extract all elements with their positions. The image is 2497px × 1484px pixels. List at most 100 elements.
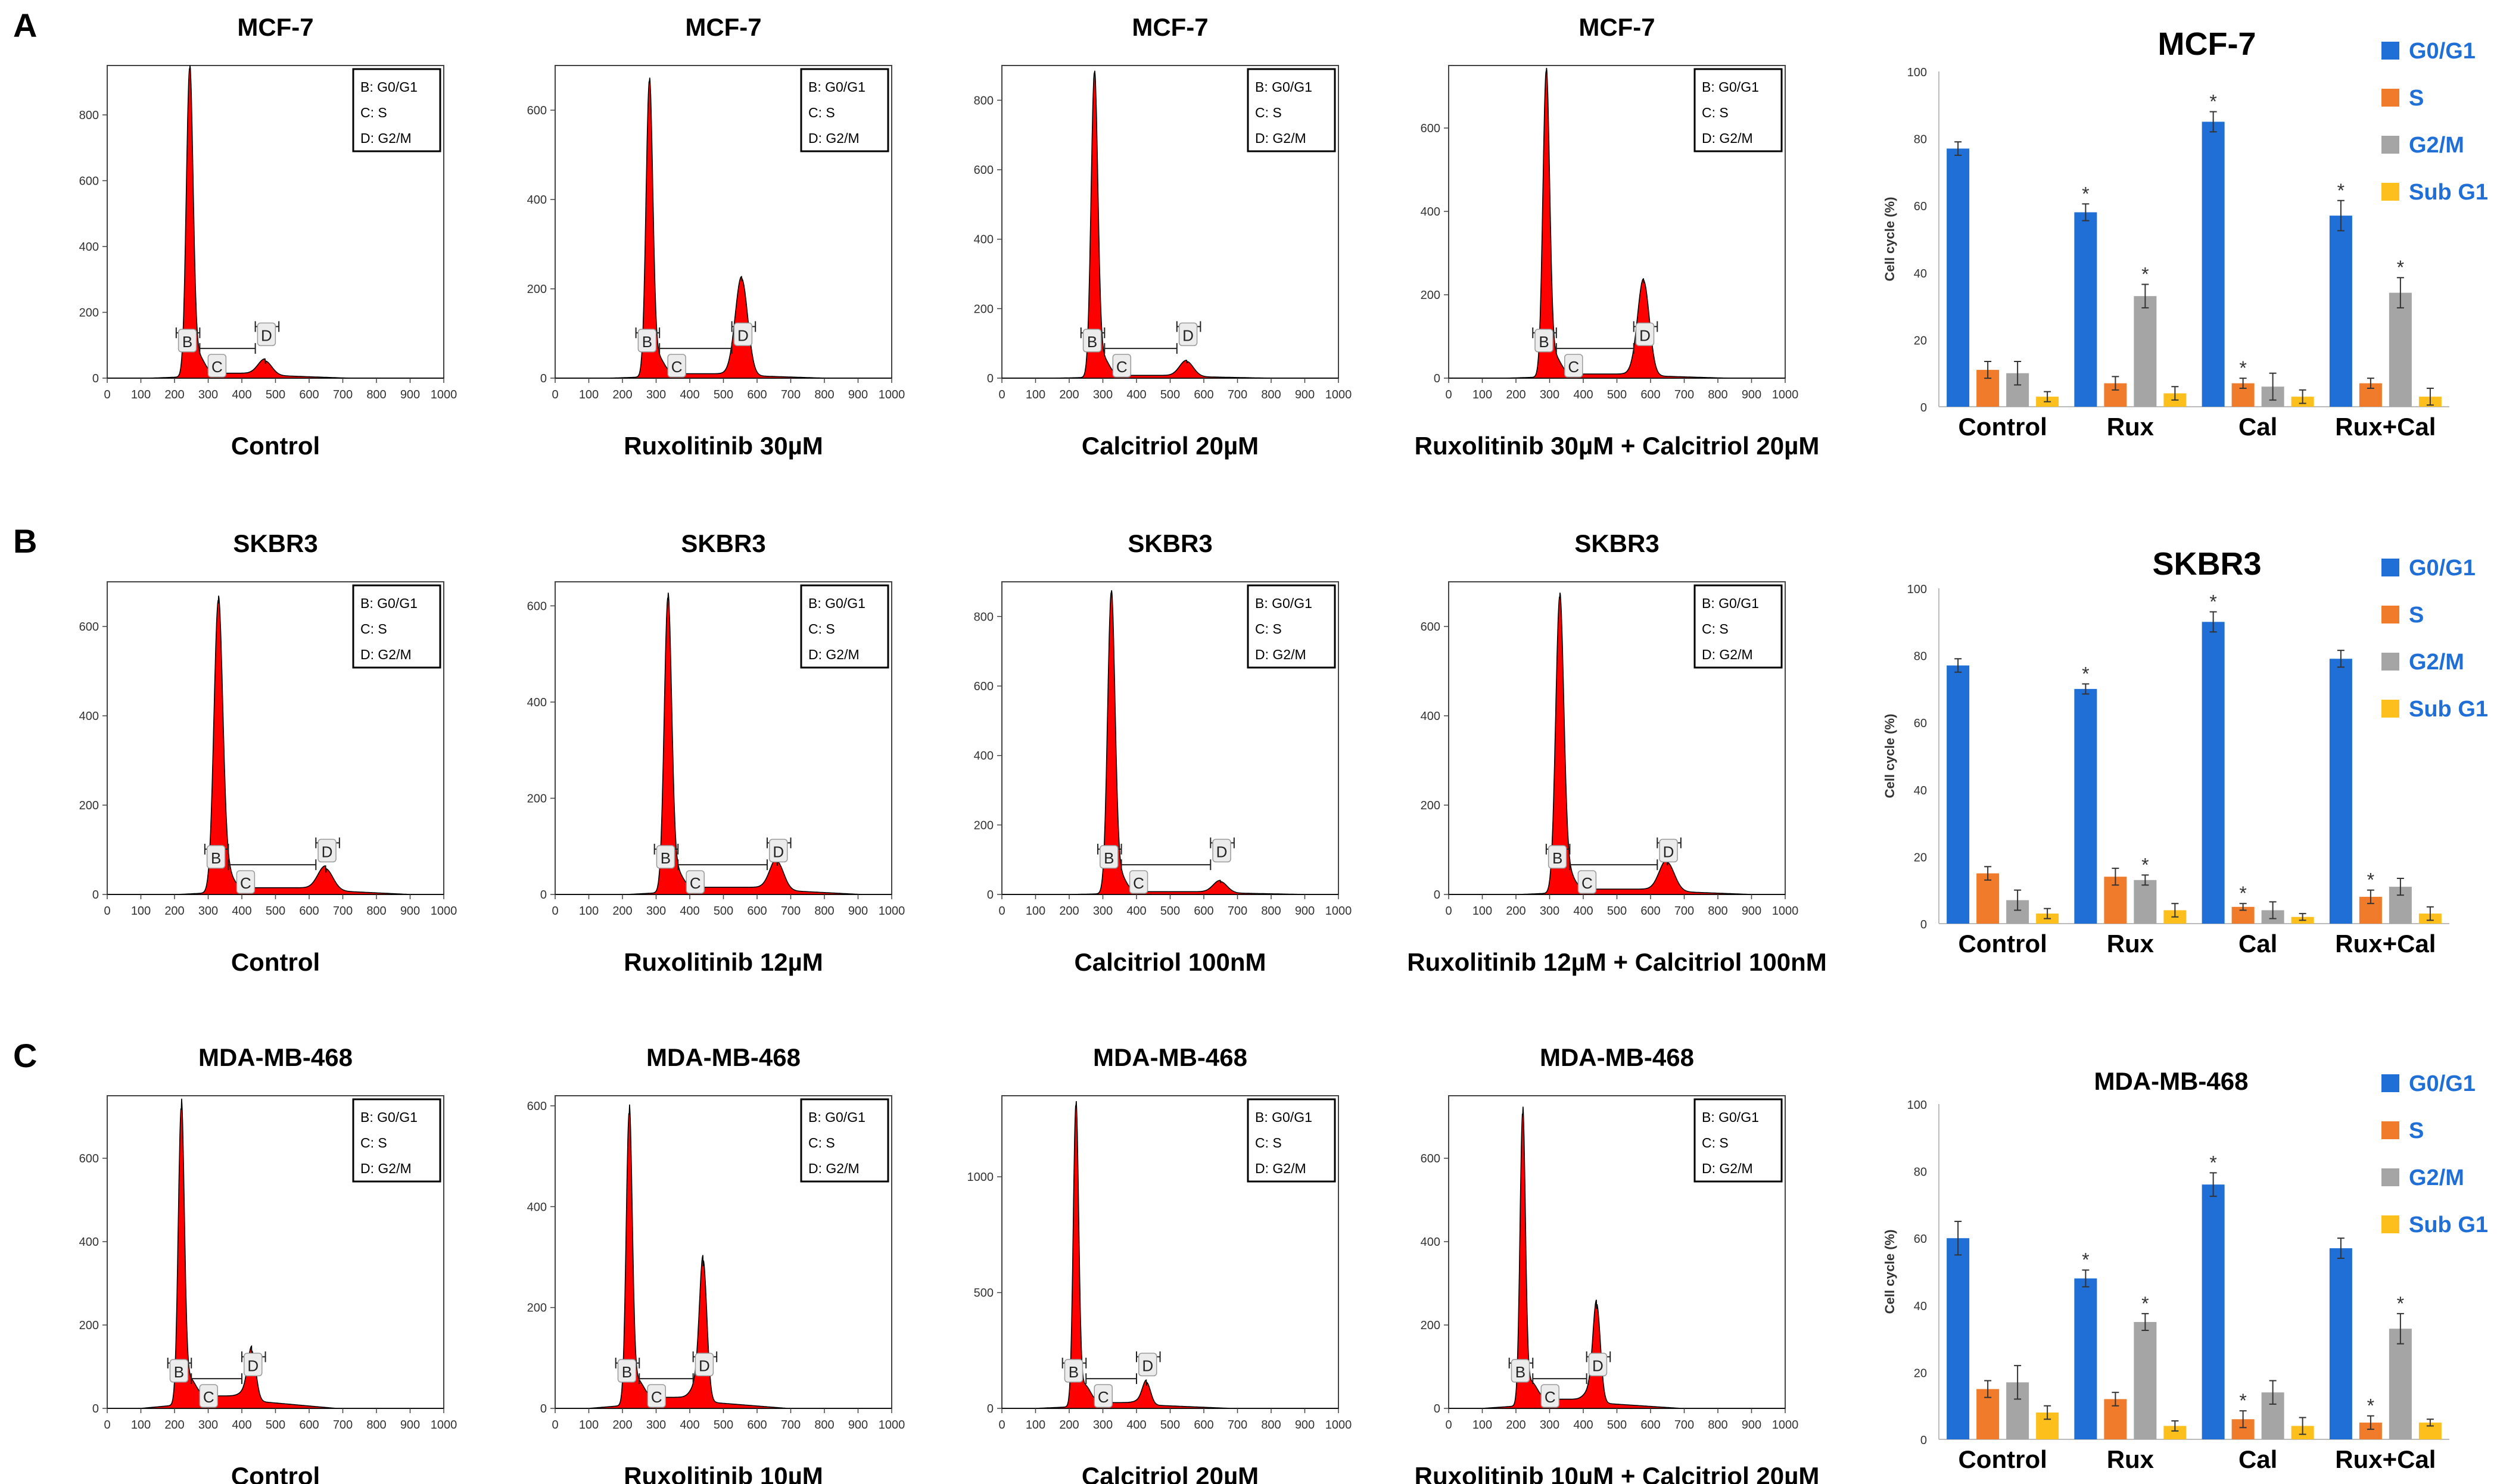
x-tick-label: 900 [1295, 388, 1315, 401]
gate-legend-box [352, 584, 441, 669]
legend-swatch [2381, 183, 2399, 201]
gate-label-box [617, 1359, 637, 1383]
y-tick-label: 1000 [967, 1171, 994, 1184]
y-tick-label: 0 [987, 888, 994, 902]
histogram-area [555, 593, 892, 895]
gate-label-box [1588, 1352, 1608, 1377]
x-tick-label: 0 [1445, 388, 1452, 401]
x-tick-label: 1000 [879, 388, 905, 401]
gate-legend-entry: C: S [1702, 105, 1729, 120]
x-tick-label: 100 [131, 388, 151, 401]
x-tick-label: 200 [1059, 905, 1079, 918]
x-tick-label: 700 [1674, 388, 1694, 401]
bar-category-label: Rux [2107, 930, 2154, 958]
x-tick-label: 800 [814, 388, 834, 401]
y-tick-label: 80 [1914, 133, 1927, 146]
x-tick-label: 400 [232, 1418, 251, 1432]
histogram-area [1002, 590, 1338, 895]
gate-label-box [733, 322, 753, 347]
y-tick-label: 0 [1920, 918, 1927, 931]
legend-swatch [2381, 89, 2399, 107]
x-tick-label: 900 [1295, 1418, 1315, 1432]
gate-legend-entry: D: G2/M [360, 647, 412, 662]
gate-label-box [1534, 329, 1553, 353]
significance-star: * [2209, 591, 2216, 612]
gate-label-box [257, 322, 276, 347]
gate-legend-box [352, 68, 441, 152]
x-tick-label: 100 [131, 1418, 151, 1432]
y-tick-label: 80 [1914, 1166, 1927, 1179]
y-tick-label: 0 [987, 1402, 994, 1416]
histogram-b-2: SKBR3 Ruxolitinib 12µM 0 100 200 300 400 500 600… [527, 529, 905, 976]
y-tick-label: 600 [79, 174, 99, 188]
gate-label-box [1094, 1384, 1113, 1408]
legend-label: S [2409, 1118, 2424, 1143]
x-tick-label: 100 [1026, 388, 1045, 401]
bar-g2-m [2134, 296, 2157, 407]
histogram-caption: Ruxolitinib 10µM [624, 1462, 823, 1484]
x-tick-label: 700 [333, 1418, 353, 1432]
gate-legend-entry: C: S [1255, 1135, 1282, 1151]
y-tick-label: 0 [92, 372, 99, 385]
bar-category-label: Control [1958, 413, 2047, 441]
gate-label-box [695, 1352, 714, 1377]
bar-g0-g1 [2329, 1248, 2352, 1439]
y-tick-label: 0 [540, 372, 547, 385]
panel-letter-b: B [13, 522, 37, 560]
gate-label-box [1082, 329, 1102, 353]
y-tick-label: 600 [974, 164, 994, 177]
gate-label-box [1635, 322, 1655, 347]
x-tick-label: 800 [1261, 388, 1281, 401]
bar-chart-title: MDA-MB-468 [2094, 1067, 2248, 1095]
gate-label-box [656, 845, 675, 869]
x-tick-label: 100 [1472, 1418, 1492, 1432]
bar-s [1976, 873, 2000, 924]
x-tick-label: 0 [998, 388, 1005, 401]
gate-legend-entry: C: S [808, 1135, 835, 1151]
x-tick-label: 400 [1126, 905, 1146, 918]
gate-legend-entry: B: G0/G1 [360, 79, 418, 95]
y-tick-label: 400 [974, 233, 994, 247]
y-tick-label: 200 [1421, 799, 1440, 812]
x-tick-label: 100 [579, 388, 599, 401]
y-tick-label: 0 [1434, 888, 1440, 902]
histogram-caption: Control [231, 948, 320, 976]
x-tick-label: 1000 [1325, 905, 1352, 918]
x-tick-label: 500 [1160, 905, 1180, 918]
x-tick-label: 500 [1607, 388, 1627, 401]
bar-g0-g1 [2329, 216, 2352, 407]
x-tick-label: 1000 [431, 388, 457, 401]
x-tick-label: 700 [333, 905, 353, 918]
x-tick-label: 0 [1445, 905, 1452, 918]
gate-label-box [169, 1359, 189, 1383]
y-tick-label: 0 [92, 888, 99, 902]
y-tick-label: 0 [1920, 401, 1927, 414]
x-tick-label: 400 [1573, 388, 1593, 401]
x-tick-label: 900 [400, 1418, 420, 1432]
histogram-a-2: MCF-7 Ruxolitinib 30µM 0 100 200 300 400 500 600… [527, 13, 905, 460]
gate-legend-box [1247, 584, 1336, 669]
gate-label: C [211, 358, 223, 376]
gate-legend-entry: C: S [360, 105, 387, 120]
y-tick-label: 600 [527, 1100, 547, 1113]
y-tick-label: 400 [1421, 205, 1440, 219]
x-tick-label: 1000 [1772, 905, 1799, 918]
histogram-area [555, 77, 892, 379]
x-tick-label: 600 [747, 1418, 767, 1432]
bar-g0-g1 [2202, 622, 2225, 924]
x-tick-label: 200 [1059, 388, 1079, 401]
x-tick-label: 100 [579, 1418, 599, 1432]
y-tick-label: 400 [79, 1236, 99, 1249]
gate-label: C [1581, 874, 1593, 892]
bar-category-label: Rux+Cal [2335, 413, 2436, 441]
x-tick-label: 700 [1228, 905, 1247, 918]
gate-label-box [1100, 845, 1119, 869]
legend-label: G2/M [2409, 1165, 2464, 1190]
gate-label-box [236, 870, 256, 894]
gate-label-box [1178, 322, 1198, 347]
x-tick-label: 300 [198, 905, 218, 918]
x-tick-label: 800 [814, 1418, 834, 1432]
gate-legend-entry: D: G2/M [360, 1161, 412, 1176]
gate-label-box [1540, 1384, 1559, 1408]
x-tick-label: 400 [680, 905, 699, 918]
